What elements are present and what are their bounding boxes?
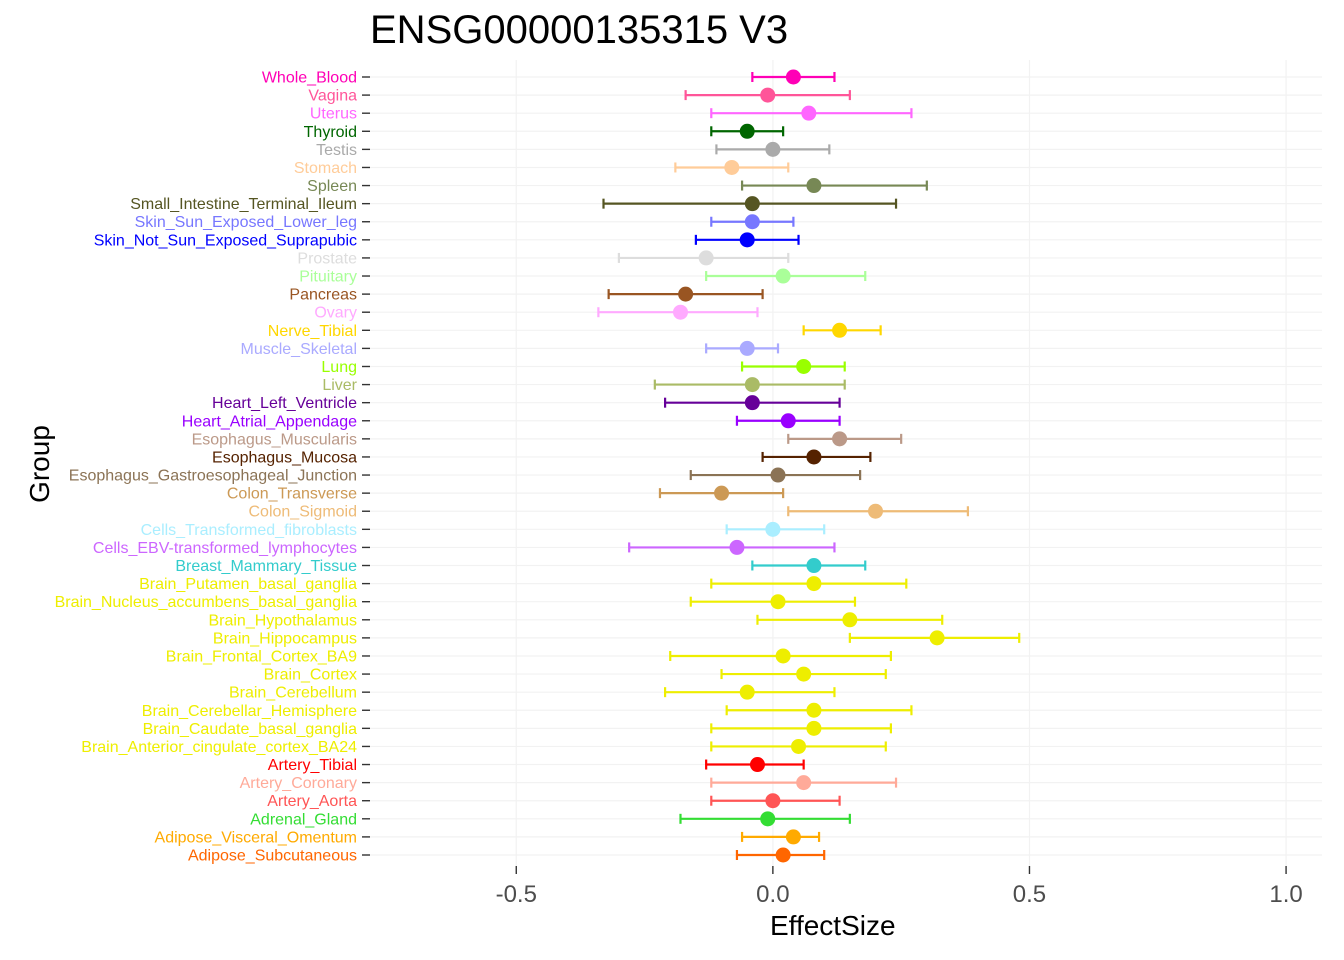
estimate-point [714,485,730,501]
estimate-point [678,286,694,302]
group-label: Artery_Tibial [268,757,357,774]
group-label: Thyroid [304,124,357,141]
group-label: Brain_Cerebellum [229,685,357,702]
estimate-point [868,503,884,519]
group-label: Artery_Coronary [240,775,357,792]
estimate-point [785,829,801,845]
estimate-point [765,793,781,809]
group-label: Prostate [297,250,357,267]
x-axis-title: EffectSize [770,910,896,941]
estimate-point [780,413,796,429]
estimate-point [760,87,776,103]
estimate-point [744,214,760,230]
group-label: Heart_Left_Ventricle [212,395,357,412]
group-label: Adipose_Visceral_Omentum [155,829,357,846]
group-label: Ovary [314,305,357,322]
group-label: Brain_Hypothalamus [208,612,357,629]
estimate-point [775,847,791,863]
group-label: Stomach [294,160,357,177]
estimate-point [832,322,848,338]
group-label: Testis [316,142,357,159]
x-tick-label: 0.0 [756,881,789,908]
estimate-point [744,377,760,393]
group-label: Cells_EBV-transformed_lymphocytes [93,540,357,557]
x-tick-label: 1.0 [1269,881,1302,908]
estimate-point [770,594,786,610]
group-label: Brain_Cerebellar_Hemisphere [142,703,357,720]
group-label: Artery_Aorta [267,793,357,810]
estimate-point [739,232,755,248]
group-label: Adipose_Subcutaneous [188,848,357,865]
estimate-point [832,431,848,447]
estimate-point [724,159,740,175]
group-label: Brain_Cortex [264,667,357,684]
estimate-point [796,775,812,791]
group-label: Esophagus_Mucosa [212,449,357,466]
estimate-point [760,811,776,827]
estimate-point [796,666,812,682]
estimate-point [929,630,945,646]
group-label: Spleen [307,178,357,195]
estimate-point [806,558,822,574]
chart-title: ENSG00000135315 V3 [370,8,789,52]
group-label: Small_Intestine_Terminal_Ileum [130,196,357,213]
x-tick-label: -0.5 [496,881,537,908]
estimate-point [806,576,822,592]
group-label: Colon_Sigmoid [248,504,357,521]
group-label: Skin_Sun_Exposed_Lower_leg [135,214,357,231]
group-label: Colon_Transverse [227,486,357,503]
estimate-point [791,738,807,754]
group-label: Breast_Mammary_Tissue [175,558,357,575]
estimate-point [744,196,760,212]
group-label: Brain_Anterior_cingulate_cortex_BA24 [81,739,357,756]
estimate-point [770,467,786,483]
estimate-point [801,105,817,121]
group-label: Esophagus_Muscularis [192,431,357,448]
estimate-point [739,684,755,700]
estimate-point [796,358,812,374]
group-label: Nerve_Tibial [268,323,357,340]
group-label: Brain_Hippocampus [213,630,357,647]
estimate-point [698,250,714,266]
estimate-point [806,449,822,465]
group-label: Brain_Nucleus_accumbens_basal_ganglia [55,594,358,611]
group-label: Uterus [310,106,357,123]
group-label: Brain_Putamen_basal_ganglia [139,576,357,593]
group-label: Brain_Caudate_basal_ganglia [143,721,357,738]
group-label: Brain_Frontal_Cortex_BA9 [166,648,357,665]
estimate-point [672,304,688,320]
group-label: Vagina [308,88,357,105]
estimate-point [806,720,822,736]
estimate-point [842,612,858,628]
estimate-point [739,123,755,139]
estimate-point [775,268,791,284]
group-label: Skin_Not_Sun_Exposed_Suprapubic [94,232,357,249]
group-label: Adrenal_Gland [250,811,357,828]
estimate-point [765,141,781,157]
estimate-point [739,340,755,356]
group-label: Muscle_Skeletal [241,341,358,358]
group-label: Pituitary [299,269,357,286]
group-label: Pancreas [289,287,357,304]
estimate-point [765,521,781,537]
group-label: Liver [322,377,357,394]
estimate-point [744,395,760,411]
estimate-point [785,69,801,85]
group-label: Cells_Transformed_fibroblasts [141,522,357,539]
estimate-point [729,539,745,555]
group-label: Heart_Atrial_Appendage [182,413,357,430]
estimate-point [749,757,765,773]
estimate-point [806,702,822,718]
group-label: Esophagus_Gastroesophageal_Junction [69,468,357,485]
estimate-point [775,648,791,664]
x-tick-label: 0.5 [1013,881,1046,908]
group-label: Whole_Blood [262,70,357,87]
group-label: Lung [321,359,357,376]
estimate-point [806,178,822,194]
